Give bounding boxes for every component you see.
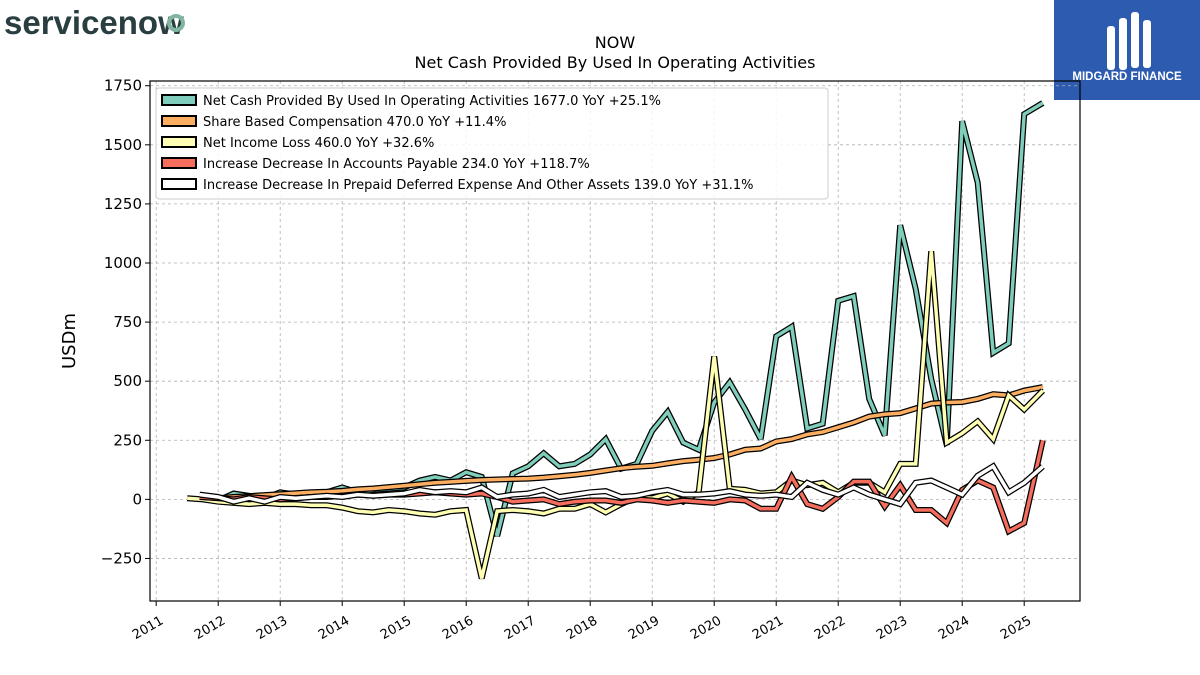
- y-tick-label: −250: [101, 549, 142, 567]
- y-tick-label: 1750: [104, 77, 142, 95]
- logo-o-ring: [167, 14, 185, 32]
- x-tick-label: 2012: [192, 613, 228, 643]
- x-tick-label: 2023: [874, 613, 910, 643]
- y-tick-label: 1250: [104, 195, 142, 213]
- midgard-finance-logo: MIDGARD FINANCE: [1054, 0, 1200, 100]
- legend-swatch-3: [161, 157, 197, 169]
- series-outline-2: [186, 250, 1045, 580]
- series-line-2: [187, 251, 1045, 579]
- y-tick-label: 250: [113, 431, 142, 449]
- logo-emblem-icon: [1107, 12, 1151, 70]
- x-tick-label: 2024: [936, 613, 972, 643]
- servicenow-logo: servicenow: [4, 4, 185, 41]
- legend-swatch-2: [161, 136, 197, 148]
- chart-subtitle: Net Cash Provided By Used In Operating A…: [415, 53, 816, 72]
- series-line-1: [199, 385, 1044, 501]
- x-tick-label: 2014: [316, 613, 352, 643]
- legend-box: [155, 87, 829, 200]
- y-tick-label: 1000: [104, 254, 142, 272]
- y-tick-label: 0: [132, 490, 142, 508]
- x-tick-label: 2011: [130, 613, 166, 643]
- legend-swatch-0: [161, 94, 197, 106]
- x-tick-label: 2018: [564, 613, 600, 643]
- plot-area: [186, 100, 1046, 580]
- servicenow-logo-text: servicenow: [4, 4, 184, 41]
- legend-entry-0: Net Cash Provided By Used In Operating A…: [203, 94, 661, 109]
- y-axis-label: USDm: [59, 313, 80, 369]
- legend-entry-4: Increase Decrease In Prepaid Deferred Ex…: [203, 178, 754, 193]
- legend-swatch-1: [161, 115, 197, 127]
- legend-entry-2: Net Income Loss 460.0 YoY +32.6%: [203, 136, 434, 151]
- y-tick-label: 750: [113, 313, 142, 331]
- x-tick-label: 2019: [626, 613, 662, 643]
- y-tick-label: 1500: [104, 136, 142, 154]
- x-tick-label: 2020: [688, 613, 724, 643]
- y-tick-label: 500: [113, 372, 142, 390]
- logo-text: MIDGARD FINANCE: [1072, 71, 1182, 83]
- legend-entry-1: Share Based Compensation 470.0 YoY +11.4…: [203, 115, 506, 130]
- x-tick-label: 2025: [998, 613, 1034, 643]
- x-tick-label: 2013: [254, 613, 290, 643]
- plot-frame: [149, 80, 1081, 602]
- x-tick-label: 2016: [440, 613, 476, 643]
- x-axis: 2011 2012 2013 2014 2015 2016 2017 2018 2019 2020…: [130, 601, 1034, 643]
- legend-swatch-4: [161, 178, 197, 190]
- y-axis: −250 0 250 500 750 1000 1250 1500 1750: [101, 77, 150, 567]
- legend-entry-3: Increase Decrease In Accounts Payable 23…: [203, 157, 590, 172]
- x-tick-label: 2022: [812, 613, 848, 643]
- chart-title: NOW: [595, 33, 636, 52]
- series-line-4: [199, 463, 1044, 507]
- x-tick-label: 2021: [750, 613, 786, 643]
- x-tick-label: 2015: [378, 613, 414, 643]
- x-tick-label: 2017: [502, 613, 538, 643]
- legend: Net Cash Provided By Used In Operating A…: [155, 87, 829, 200]
